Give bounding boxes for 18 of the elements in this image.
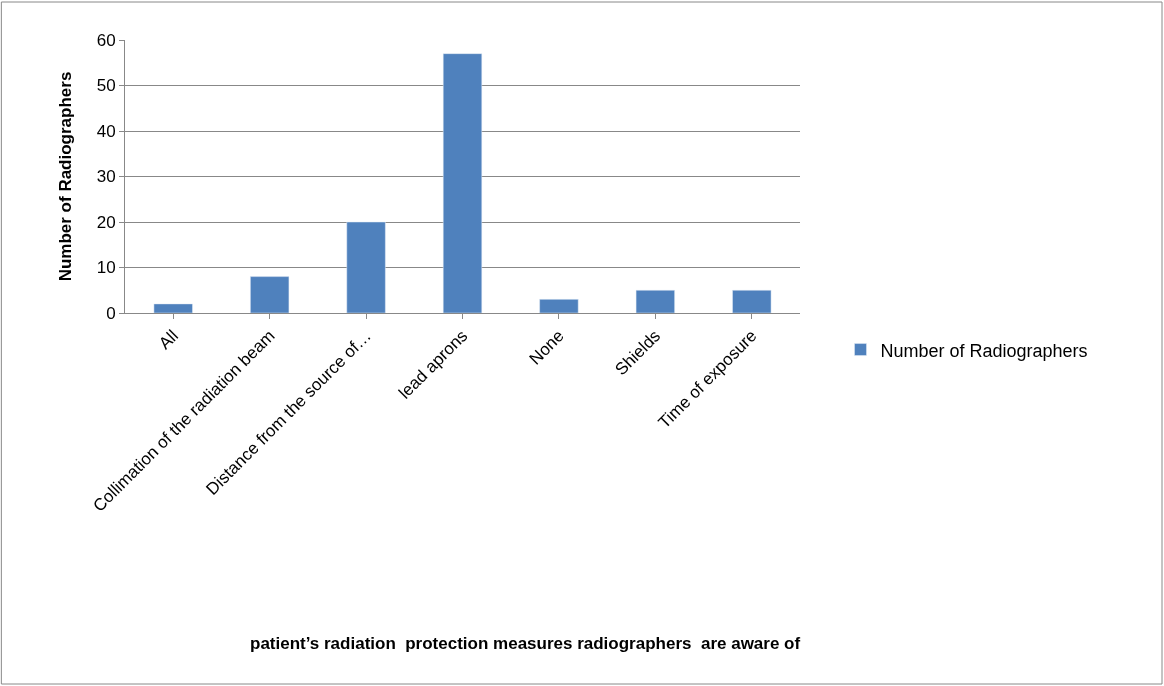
y-axis-title: Number of Radiographers — [56, 71, 76, 282]
bar — [539, 299, 579, 313]
y-tick-label: 50 — [96, 76, 116, 96]
y-tick-label: 60 — [96, 30, 116, 50]
x-tick-label: All — [155, 326, 183, 354]
bar — [635, 290, 675, 313]
y-tick-label: 30 — [96, 167, 116, 187]
y-tick-label: 40 — [96, 121, 116, 141]
bar — [732, 290, 772, 313]
bar — [346, 221, 386, 313]
bar — [153, 303, 193, 313]
y-tick-label: 10 — [96, 258, 116, 278]
y-tick-label: 0 — [106, 303, 116, 323]
bar — [250, 276, 290, 313]
y-tick-label: 20 — [96, 212, 116, 232]
bar — [442, 53, 483, 313]
legend-label: Number of Radiographers — [880, 340, 1088, 361]
text: patient’s radiation protection measures radiographers are aware of — [250, 634, 801, 653]
